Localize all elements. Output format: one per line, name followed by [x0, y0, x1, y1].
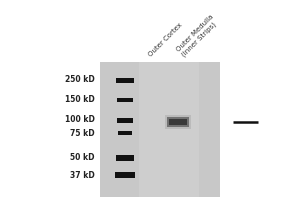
Bar — [169, 119, 187, 125]
Text: 50 kD: 50 kD — [70, 154, 95, 162]
Bar — [167, 117, 189, 127]
Bar — [139, 62, 199, 197]
Text: Outer Medulla
(Inner Strips): Outer Medulla (Inner Strips) — [176, 14, 220, 58]
Bar — [165, 115, 191, 129]
Text: 250 kD: 250 kD — [65, 75, 95, 84]
Text: 100 kD: 100 kD — [65, 116, 95, 124]
Text: Outer Cortex: Outer Cortex — [148, 22, 184, 58]
Bar — [100, 62, 220, 197]
Bar — [115, 172, 135, 178]
Text: 75 kD: 75 kD — [70, 129, 95, 138]
Bar — [116, 155, 134, 161]
Text: 37 kD: 37 kD — [70, 170, 95, 180]
Bar — [118, 131, 132, 135]
Text: 150 kD: 150 kD — [65, 96, 95, 104]
Bar — [117, 117, 133, 122]
Bar — [117, 98, 133, 102]
Bar — [116, 77, 134, 82]
